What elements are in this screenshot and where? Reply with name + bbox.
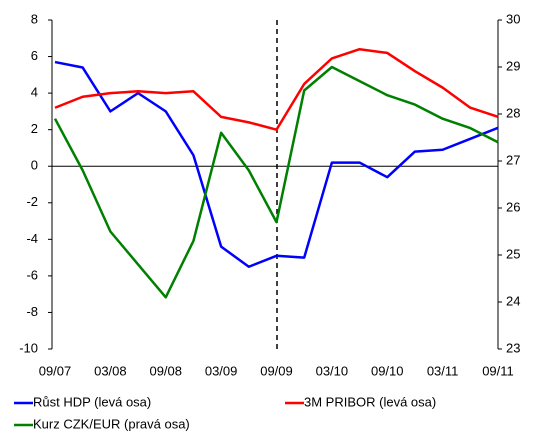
series-line	[53, 65, 499, 299]
y-tick-label: -4	[26, 231, 38, 246]
y2-tick-label: 26	[506, 199, 520, 214]
series-line	[54, 47, 499, 131]
legend-label: 3M PRIBOR (levá osa)	[304, 394, 436, 409]
y2-tick-label: 28	[506, 105, 520, 120]
y2-tick-label: 30	[506, 11, 520, 26]
y2-tick-label: 29	[506, 58, 520, 73]
x-tick-label: 09/10	[371, 363, 404, 378]
legend-label: Růst HDP (levá osa)	[33, 394, 151, 409]
x-tick-label: 09/07	[39, 363, 72, 378]
y-tick-label: 8	[31, 11, 38, 26]
y-tick-label: 4	[31, 85, 38, 100]
x-tick-label: 03/10	[316, 363, 349, 378]
x-tick-label: 09/08	[149, 363, 182, 378]
y-tick-label: -2	[26, 194, 38, 209]
x-tick-label: 09/09	[260, 363, 293, 378]
y-tick-label: -8	[26, 304, 38, 319]
y2-tick-label: 25	[506, 246, 520, 261]
x-tick-label: 03/08	[94, 363, 127, 378]
x-tick-label: 03/09	[205, 363, 238, 378]
y-tick-label: 2	[31, 121, 38, 136]
y-tick-label: 6	[31, 48, 38, 63]
x-tick-label: 03/11	[427, 363, 459, 378]
y-tick-label: 0	[31, 158, 38, 173]
y-tick-label: -10	[19, 340, 38, 355]
y2-tick-label: 23	[506, 340, 520, 355]
y2-tick-label: 27	[506, 152, 520, 167]
y2-tick-label: 24	[506, 293, 520, 308]
series-line	[54, 60, 499, 268]
y-tick-label: -6	[26, 267, 38, 282]
x-tick-label: 09/11	[482, 363, 514, 378]
legend-label: Kurz CZK/EUR (pravá osa)	[33, 416, 190, 431]
